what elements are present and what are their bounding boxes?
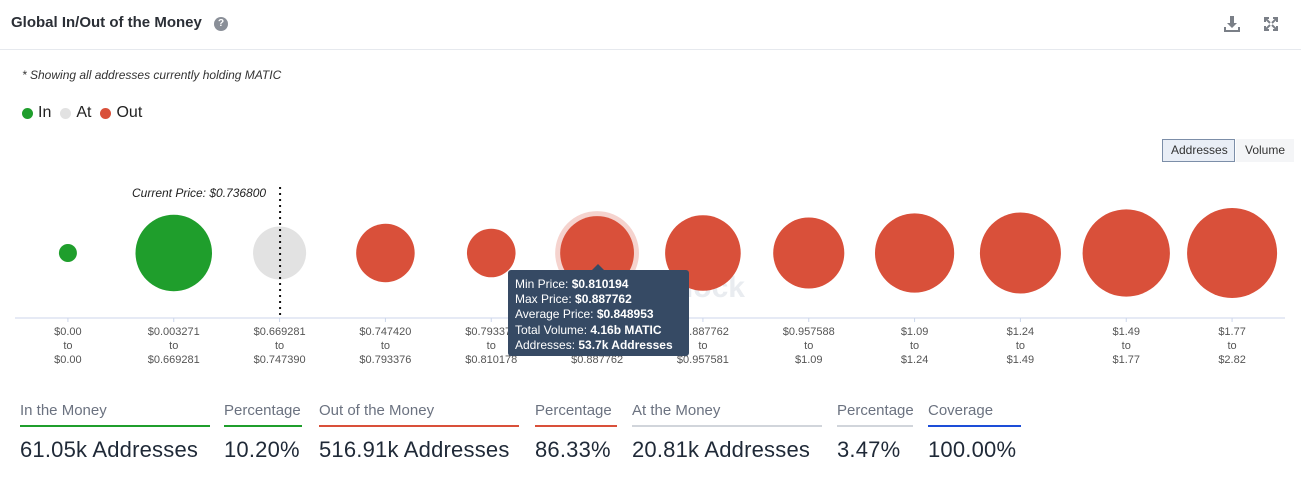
x-tick-label: $1.77	[1112, 354, 1140, 366]
stat-value: 3.47%	[837, 437, 901, 462]
bubble-out[interactable]	[466, 228, 516, 278]
x-tick-label: $0.793376	[465, 326, 517, 338]
stat-value: 86.33%	[535, 437, 611, 462]
stat-in-percentage: Percentage 10.20%	[224, 402, 302, 463]
tooltip-total-volume: Total Volume: 4.16b MATIC	[515, 322, 662, 337]
x-tick-label: $0.747420	[359, 326, 411, 338]
x-tick-label: $1.09	[901, 326, 929, 338]
stat-coverage: Coverage 100.00%	[928, 402, 1021, 463]
chart-legend: In At Out	[22, 104, 151, 122]
widget-title: Global In/Out of the Money	[11, 14, 202, 31]
download-icon[interactable]	[1222, 14, 1242, 34]
stat-label: Percentage	[224, 402, 302, 427]
legend-dot-in	[22, 107, 33, 119]
volume-toggle-button[interactable]: Volume	[1236, 139, 1294, 162]
question-circle-icon[interactable]: ?	[214, 17, 228, 31]
bubble-in[interactable]	[135, 214, 213, 292]
widget-header: Global In/Out of the Money ?	[0, 0, 1301, 50]
legend-item-out[interactable]: Out	[100, 104, 142, 122]
x-tick-label: $0.669281	[254, 326, 306, 338]
legend-dot-out	[100, 107, 112, 119]
current-price-label: Current Price: $0.736800	[132, 186, 266, 200]
x-tick-label: $0.003271	[148, 326, 200, 338]
stat-value: 100.00%	[928, 437, 1017, 462]
x-tick-label: $1.49	[1007, 354, 1035, 366]
x-tick-label: $1.09	[795, 354, 823, 366]
x-tick-label: to	[1122, 340, 1131, 352]
expand-icon[interactable]	[1261, 14, 1281, 34]
legend-label-out: Out	[116, 104, 143, 121]
bubble-out[interactable]	[1187, 208, 1278, 298]
tooltip-arrow	[592, 264, 604, 270]
x-tick-label: $1.77	[1218, 326, 1246, 338]
x-tick-label: to	[381, 340, 390, 352]
x-tick-label: $0.957581	[677, 354, 729, 366]
x-tick-label: $0.793376	[359, 354, 411, 366]
legend-dot-at	[60, 107, 72, 119]
x-tick-label: $0.747390	[254, 354, 306, 366]
x-tick-label: $0.810178	[465, 354, 517, 366]
bubble-out[interactable]	[1082, 209, 1170, 297]
bubble-out[interactable]	[979, 212, 1061, 294]
x-tick-label: $1.24	[901, 354, 929, 366]
stat-value: 516.91k Addresses	[319, 437, 510, 462]
stat-out-percentage: Percentage 86.33%	[535, 402, 617, 463]
legend-label-in: In	[38, 104, 52, 121]
x-tick-label: to	[63, 340, 72, 352]
x-tick-label: $0.957588	[783, 326, 835, 338]
x-tick-label: to	[487, 340, 496, 352]
bubble-out[interactable]	[356, 223, 415, 283]
x-tick-label: $0.887762	[677, 326, 729, 338]
legend-item-at[interactable]: At	[60, 104, 91, 122]
stat-value: 20.81k Addresses	[632, 437, 811, 462]
tooltip-addresses: Addresses: 53.7k Addresses	[515, 337, 673, 352]
x-tick-label: to	[275, 340, 284, 352]
stat-label: At the Money	[632, 402, 822, 427]
x-tick-label: to	[1016, 340, 1025, 352]
x-tick-label: to	[698, 340, 707, 352]
addresses-toggle-button[interactable]: Addresses	[1162, 139, 1235, 162]
stat-label: Percentage	[837, 402, 914, 427]
x-tick-label: to	[910, 340, 919, 352]
stat-in-the-money: In the Money 61.05k Addresses	[20, 402, 210, 463]
tooltip-min-price: Min Price: $0.810194	[515, 277, 629, 291]
x-tick-label: $0.00	[54, 326, 82, 338]
stat-label: Coverage	[928, 402, 1021, 427]
holding-note: * Showing all addresses currently holdin…	[22, 68, 282, 82]
stat-at-the-money: At the Money 20.81k Addresses	[632, 402, 822, 463]
summary-stats: In the Money 61.05k Addresses Percentage…	[0, 402, 1301, 472]
stat-value: 10.20%	[224, 437, 300, 462]
legend-label-at: At	[76, 104, 92, 121]
stat-at-percentage: Percentage 3.47%	[837, 402, 914, 463]
legend-item-in[interactable]: In	[22, 104, 51, 122]
stat-out-of-the-money: Out of the Money 516.91k Addresses	[319, 402, 519, 463]
stat-label: Out of the Money	[319, 402, 519, 427]
tooltip-average-price: Average Price: $0.848953	[515, 307, 654, 322]
x-tick-label: $0.887762	[571, 354, 623, 366]
x-tick-label: $2.82	[1218, 354, 1246, 366]
x-tick-label: to	[1227, 340, 1236, 352]
x-tick-label: $0.00	[54, 354, 82, 366]
x-tick-label: to	[169, 340, 178, 352]
x-tick-label: $1.49	[1112, 326, 1140, 338]
stat-label: Percentage	[535, 402, 617, 427]
x-tick-label: $1.24	[1007, 326, 1035, 338]
bubble-out[interactable]	[874, 213, 955, 293]
bubble-in[interactable]	[58, 244, 77, 262]
stat-value: 61.05k Addresses	[20, 437, 199, 462]
bucket-tooltip: Min Price: $0.810194 Max Price: $0.88776…	[508, 264, 689, 356]
tooltip-max-price: Max Price: $0.887762	[515, 292, 632, 307]
x-tick-label: $0.669281	[148, 354, 200, 366]
x-tick-label: to	[804, 340, 813, 352]
stat-label: In the Money	[20, 402, 210, 427]
bubble-out[interactable]	[773, 217, 845, 289]
bubble-at[interactable]	[253, 226, 307, 280]
